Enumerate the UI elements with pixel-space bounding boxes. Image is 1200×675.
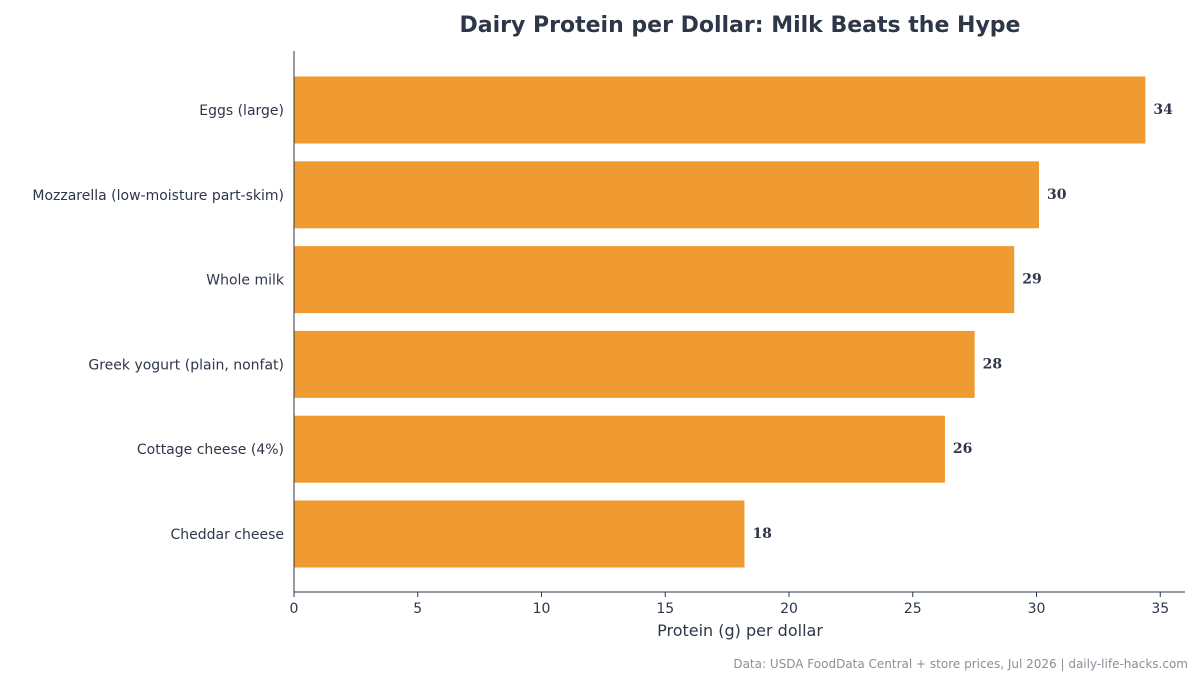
category-label: Cottage cheese (4%) (137, 442, 284, 458)
x-tick-label: 35 (1151, 601, 1169, 617)
x-tick-label: 15 (656, 601, 674, 617)
bar (294, 246, 1015, 314)
x-ticks: 0 5 10 15 20 25 30 35 (290, 592, 1169, 617)
bar (294, 76, 1146, 144)
value-label: 29 (1022, 272, 1041, 288)
x-tick-label: 20 (780, 601, 798, 617)
value-labels: 34 30 29 28 26 18 (752, 102, 1173, 542)
value-label: 28 (983, 356, 1002, 372)
category-label: Whole milk (206, 273, 285, 289)
category-labels: Eggs (large) Mozzarella (low-moisture par… (32, 103, 285, 543)
x-tick-label: 30 (1028, 601, 1046, 617)
bar (294, 330, 975, 398)
value-label: 34 (1153, 102, 1173, 118)
bar (294, 415, 945, 483)
category-label: Cheddar cheese (170, 527, 284, 543)
category-label: Mozzarella (low-moisture part-skim) (32, 188, 284, 204)
bar (294, 500, 745, 568)
x-tick-label: 25 (904, 601, 922, 617)
x-tick-label: 0 (290, 601, 299, 617)
value-label: 18 (752, 526, 771, 542)
source-note: Data: USDA FoodData Central + store pric… (733, 657, 1188, 671)
value-label: 30 (1047, 187, 1067, 203)
value-label: 26 (953, 441, 972, 457)
bar (294, 161, 1039, 229)
category-label: Greek yogurt (plain, nonfat) (88, 357, 284, 373)
x-tick-label: 5 (413, 601, 422, 617)
chart-title: Dairy Protein per Dollar: Milk Beats the… (460, 13, 1021, 38)
bars-group (294, 76, 1146, 568)
x-tick-label: 10 (533, 601, 551, 617)
category-label: Eggs (large) (199, 103, 284, 119)
x-axis-title: Protein (g) per dollar (657, 621, 823, 640)
